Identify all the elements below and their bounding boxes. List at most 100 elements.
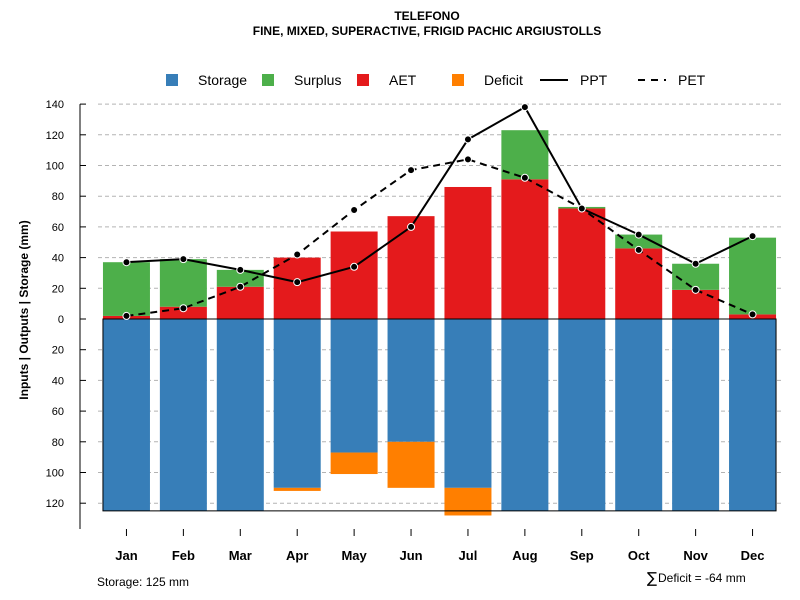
storage-bar bbox=[558, 319, 606, 511]
aet-bar bbox=[615, 248, 663, 319]
pet-point bbox=[350, 206, 359, 215]
chart-title: TELEFONO bbox=[394, 9, 459, 23]
surplus-bar bbox=[615, 234, 663, 249]
legend-ppt-label: PPT bbox=[580, 72, 608, 88]
axes: 0 20 40 60 80 100 120 140 20 40 60 80 100 120 Jan Feb Ma… bbox=[46, 99, 765, 563]
storage-bar bbox=[444, 319, 492, 488]
y-tick-label: 0 bbox=[58, 314, 64, 326]
y-tick-label: 40 bbox=[52, 253, 64, 265]
legend-surplus-swatch bbox=[262, 74, 274, 86]
pet-point bbox=[463, 155, 472, 164]
y-tick-label: 100 bbox=[46, 161, 64, 173]
pet-line bbox=[126, 158, 753, 317]
pet-point bbox=[520, 173, 529, 182]
x-tick-label: Apr bbox=[286, 548, 308, 563]
surplus-bar bbox=[159, 259, 207, 307]
surplus-bar bbox=[729, 237, 777, 315]
storage-bar bbox=[330, 319, 378, 453]
surplus-bar bbox=[672, 263, 720, 290]
legend-deficit-swatch bbox=[452, 74, 464, 86]
deficit-bar bbox=[387, 441, 435, 488]
storage-bar bbox=[672, 319, 720, 511]
sum-symbol: ∑ bbox=[647, 569, 657, 587]
y-tick-label: 120 bbox=[46, 498, 64, 510]
surplus-bar bbox=[216, 269, 264, 287]
pet-point bbox=[122, 311, 131, 320]
aet-bar bbox=[558, 208, 606, 319]
aet-bar bbox=[273, 257, 321, 319]
storage-bar bbox=[729, 319, 777, 511]
y-tick-label: 100 bbox=[46, 468, 64, 480]
legend-aet-label: AET bbox=[389, 72, 417, 88]
deficit-note: Deficit = -64 mm bbox=[658, 571, 746, 585]
x-tick-label: Jan bbox=[115, 548, 137, 563]
x-tick-label: Nov bbox=[683, 548, 708, 563]
legend-deficit-label: Deficit bbox=[484, 72, 523, 88]
aet-bar bbox=[330, 231, 378, 319]
pet-point bbox=[577, 204, 586, 213]
legend-pet-label: PET bbox=[678, 72, 706, 88]
y-tick-label: 140 bbox=[46, 99, 64, 111]
pet-point bbox=[236, 282, 245, 291]
aet-bar bbox=[159, 306, 207, 319]
y-tick-label: 20 bbox=[52, 283, 64, 295]
ppt-point bbox=[748, 232, 757, 241]
y-tick-label: 40 bbox=[52, 375, 64, 387]
y-axis-label: Inputs | Outputs | Storage (mm) bbox=[17, 220, 31, 399]
storage-bar bbox=[159, 319, 207, 511]
storage-bar bbox=[387, 319, 435, 442]
x-tick-label: Aug bbox=[512, 548, 537, 563]
legend: Storage Surplus AET Deficit PPT PET bbox=[166, 72, 706, 88]
legend-surplus-label: Surplus bbox=[294, 72, 341, 88]
aet-bar bbox=[501, 179, 549, 319]
ppt-point bbox=[179, 255, 188, 264]
x-tick-label: Oct bbox=[628, 548, 650, 563]
pet-point bbox=[179, 304, 188, 313]
legend-storage-label: Storage bbox=[198, 72, 247, 88]
surplus-bar bbox=[102, 262, 150, 316]
pet-point bbox=[748, 310, 757, 319]
legend-aet-swatch bbox=[357, 74, 369, 86]
ppt-point bbox=[350, 262, 359, 271]
ppt-point bbox=[122, 258, 131, 267]
ppt-point bbox=[463, 135, 472, 144]
chart-subtitle: FINE, MIXED, SUPERACTIVE, FRIGID PACHIC … bbox=[253, 24, 601, 38]
ppt-point bbox=[520, 103, 529, 112]
y-tick-label: 60 bbox=[52, 222, 64, 234]
x-tick-label: Jun bbox=[399, 548, 422, 563]
y-tick-label: 60 bbox=[52, 406, 64, 418]
storage-bar bbox=[273, 319, 321, 488]
x-tick-label: Dec bbox=[741, 548, 765, 563]
storage-bar bbox=[615, 319, 663, 511]
bars bbox=[102, 130, 777, 516]
y-tick-label: 20 bbox=[52, 345, 64, 357]
ppt-point bbox=[236, 265, 245, 274]
aet-bar bbox=[216, 286, 264, 319]
pet-point bbox=[634, 245, 643, 254]
x-tick-label: Jul bbox=[459, 548, 478, 563]
storage-bar bbox=[501, 319, 549, 511]
storage-bar bbox=[102, 319, 150, 511]
aet-bar bbox=[387, 216, 435, 319]
pet-point bbox=[691, 285, 700, 294]
legend-storage-swatch bbox=[166, 74, 178, 86]
ppt-point bbox=[407, 222, 416, 231]
y-tick-label: 120 bbox=[46, 130, 64, 142]
pet-point bbox=[293, 250, 302, 259]
x-tick-label: May bbox=[341, 548, 367, 563]
y-tick-label: 80 bbox=[52, 191, 64, 203]
ppt-line bbox=[126, 105, 753, 284]
ppt-point bbox=[293, 278, 302, 287]
surplus-bar bbox=[501, 130, 549, 180]
x-tick-label: Mar bbox=[229, 548, 252, 563]
ppt-point bbox=[634, 230, 643, 239]
y-tick-label: 80 bbox=[52, 437, 64, 449]
aet-bar bbox=[444, 186, 492, 319]
grid bbox=[98, 103, 781, 504]
aet-bar bbox=[672, 289, 720, 319]
storage-note: Storage: 125 mm bbox=[97, 575, 189, 589]
series-lines bbox=[122, 103, 757, 320]
storage-bar bbox=[216, 319, 264, 511]
x-tick-label: Feb bbox=[172, 548, 195, 563]
